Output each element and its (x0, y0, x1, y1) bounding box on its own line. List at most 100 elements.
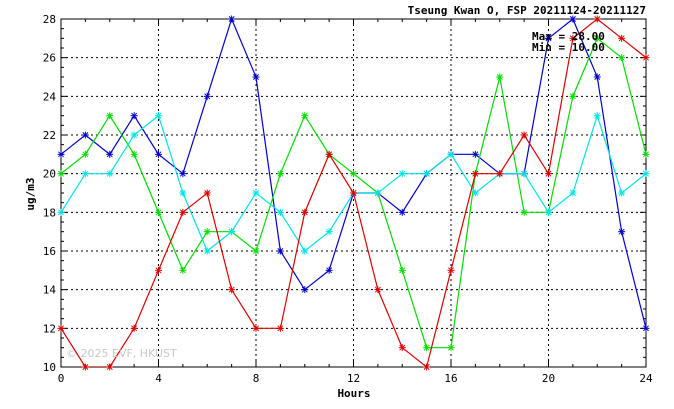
data-point (57, 208, 65, 216)
data-point (57, 324, 65, 332)
chart-title: Tseung Kwan O, FSP 20211124-20211127 (408, 4, 646, 17)
data-point (423, 344, 431, 352)
data-point (276, 247, 284, 255)
data-point (471, 170, 479, 178)
data-point (569, 34, 577, 42)
watermark: © 2025 EVF, HKUST (66, 347, 177, 360)
x-tick-label: 0 (58, 372, 65, 385)
data-point (520, 170, 528, 178)
x-tick-label: 24 (639, 372, 653, 385)
data-point (496, 73, 504, 81)
y-tick-label: 14 (43, 284, 57, 297)
data-point (398, 208, 406, 216)
data-point (57, 150, 65, 158)
data-point (155, 150, 162, 158)
x-tick-label: 8 (253, 372, 260, 385)
data-point (447, 150, 455, 158)
data-point (350, 189, 357, 197)
y-tick-label: 12 (43, 322, 56, 335)
data-point (130, 131, 138, 139)
data-point (301, 208, 309, 216)
data-point (81, 131, 89, 139)
data-point (155, 266, 162, 274)
data-point (423, 363, 431, 371)
y-tick-label: 22 (43, 129, 56, 142)
data-point (593, 34, 601, 42)
data-point (618, 189, 626, 197)
data-point (471, 189, 479, 197)
data-point (398, 344, 406, 352)
data-point (325, 150, 333, 158)
data-point (350, 170, 357, 178)
data-point (81, 170, 89, 178)
data-point (252, 247, 260, 255)
y-tick-label: 20 (43, 168, 56, 181)
data-point (545, 208, 552, 216)
data-point (130, 112, 138, 120)
data-point (106, 170, 114, 178)
grid (61, 19, 646, 367)
data-point (203, 247, 211, 255)
data-point (618, 228, 626, 236)
data-point (545, 170, 552, 178)
data-point (471, 150, 479, 158)
data-point (642, 170, 650, 178)
series-4 (57, 15, 650, 371)
data-point (106, 150, 114, 158)
data-point (593, 112, 601, 120)
y-tick-label: 16 (43, 245, 56, 258)
data-point (301, 247, 309, 255)
data-point (106, 112, 114, 120)
data-point (203, 92, 211, 100)
data-point (593, 73, 601, 81)
data-point (423, 170, 431, 178)
data-point (642, 54, 650, 62)
data-point (179, 266, 187, 274)
series-group (57, 15, 650, 371)
data-point (545, 34, 552, 42)
y-tick-label: 18 (43, 206, 56, 219)
x-axis-title: Hours (337, 387, 370, 400)
data-point (618, 34, 626, 42)
x-tick-label: 16 (444, 372, 457, 385)
data-point (398, 266, 406, 274)
y-axis-title: ug/m3 (24, 177, 37, 210)
data-point (228, 15, 236, 23)
max-value-label: Max = 28.00 (532, 30, 605, 43)
data-point (228, 286, 236, 294)
min-value-label: Min = 10.00 (532, 41, 605, 54)
data-point (57, 170, 65, 178)
data-point (642, 150, 650, 158)
data-point (569, 189, 577, 197)
data-point (130, 150, 138, 158)
data-point (203, 228, 211, 236)
data-point (642, 324, 650, 332)
data-point (203, 189, 211, 197)
data-point (301, 112, 309, 120)
data-point (325, 228, 333, 236)
data-point (374, 189, 382, 197)
data-point (228, 228, 236, 236)
y-tick-label: 24 (43, 90, 57, 103)
data-point (252, 324, 260, 332)
data-point (398, 170, 406, 178)
data-point (520, 131, 528, 139)
data-point (374, 286, 382, 294)
data-point (325, 266, 333, 274)
data-point (593, 15, 601, 23)
data-point (179, 208, 187, 216)
data-point (447, 266, 455, 274)
data-point (81, 363, 89, 371)
data-point (130, 324, 138, 332)
data-point (276, 208, 284, 216)
y-tick-label: 26 (43, 52, 56, 65)
data-point (276, 170, 284, 178)
axis-ticks (60, 18, 647, 368)
data-point (252, 189, 260, 197)
data-point (520, 208, 528, 216)
x-tick-label: 4 (155, 372, 162, 385)
data-point (179, 170, 187, 178)
x-tick-label: 20 (542, 372, 555, 385)
y-tick-label: 10 (43, 361, 56, 374)
